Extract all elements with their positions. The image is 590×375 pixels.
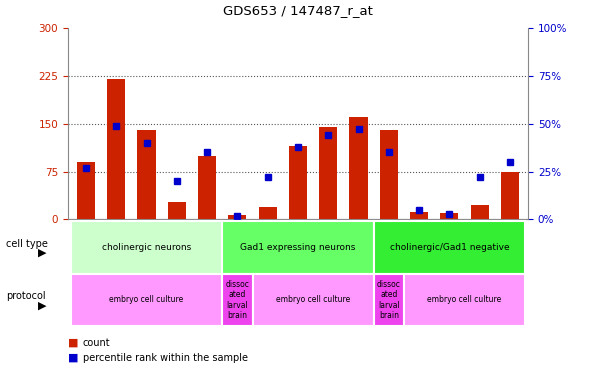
Text: percentile rank within the sample: percentile rank within the sample	[83, 353, 248, 363]
Text: embryo cell culture: embryo cell culture	[109, 296, 183, 304]
Text: ■: ■	[68, 338, 78, 348]
Text: dissoc
ated
larval
brain: dissoc ated larval brain	[377, 280, 401, 320]
Bar	[137, 130, 156, 219]
Bar	[319, 127, 337, 219]
Text: Gad1 expressing neurons: Gad1 expressing neurons	[240, 243, 356, 252]
Bar	[71, 274, 222, 326]
Bar	[228, 215, 247, 219]
Bar	[77, 162, 95, 219]
Bar	[222, 221, 373, 274]
Bar	[470, 206, 489, 219]
Bar	[410, 212, 428, 219]
Text: count: count	[83, 338, 110, 348]
Bar	[253, 274, 373, 326]
Text: protocol: protocol	[6, 291, 45, 301]
Text: ▶: ▶	[38, 248, 47, 258]
Bar	[404, 274, 525, 326]
Bar	[373, 274, 404, 326]
Bar	[258, 207, 277, 219]
Bar	[198, 156, 216, 219]
Bar	[501, 172, 519, 219]
Bar	[349, 117, 368, 219]
Text: ▶: ▶	[38, 301, 47, 310]
Text: GDS653 / 147487_r_at: GDS653 / 147487_r_at	[223, 4, 373, 17]
Text: cell type: cell type	[6, 239, 48, 249]
Bar	[289, 146, 307, 219]
Text: embryo cell culture: embryo cell culture	[427, 296, 502, 304]
Text: embryo cell culture: embryo cell culture	[276, 296, 350, 304]
Text: dissoc
ated
larval
brain: dissoc ated larval brain	[225, 280, 250, 320]
Text: cholinergic neurons: cholinergic neurons	[102, 243, 191, 252]
Bar	[71, 221, 222, 274]
Bar	[380, 130, 398, 219]
Bar	[107, 79, 125, 219]
Bar	[168, 202, 186, 219]
Text: ■: ■	[68, 353, 78, 363]
Text: cholinergic/Gad1 negative: cholinergic/Gad1 negative	[389, 243, 509, 252]
Bar	[222, 274, 253, 326]
Bar	[440, 213, 458, 219]
Bar	[373, 221, 525, 274]
